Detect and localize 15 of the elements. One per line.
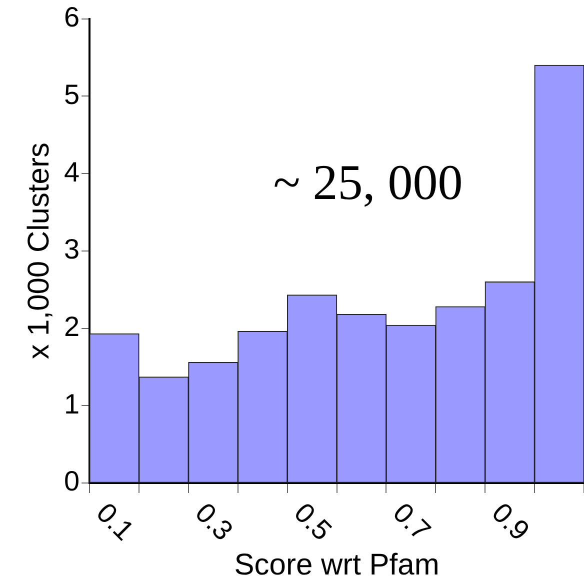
y-tick-label: 1 [64,388,80,420]
x-tick-label: 0.7 [387,496,437,546]
annotation: ~ 25, 000 [273,154,463,210]
x-tick-label: 0.9 [486,496,536,546]
y-tick-label: 5 [64,78,80,110]
x-axis-title: Score wrt Pfam [234,548,440,582]
y-tick-label: 4 [64,156,80,188]
y-tick-label: 6 [64,2,80,33]
y-tick-label: 3 [64,234,80,265]
x-tick-label: 0.5 [288,496,338,546]
y-tick-label: 2 [64,310,80,342]
x-tick-label: 0.3 [189,496,239,546]
x-tick-label: 0.1 [90,496,140,546]
y-axis-title: x 1,000 Clusters [22,142,56,360]
y-tick-label: 0 [64,466,80,497]
